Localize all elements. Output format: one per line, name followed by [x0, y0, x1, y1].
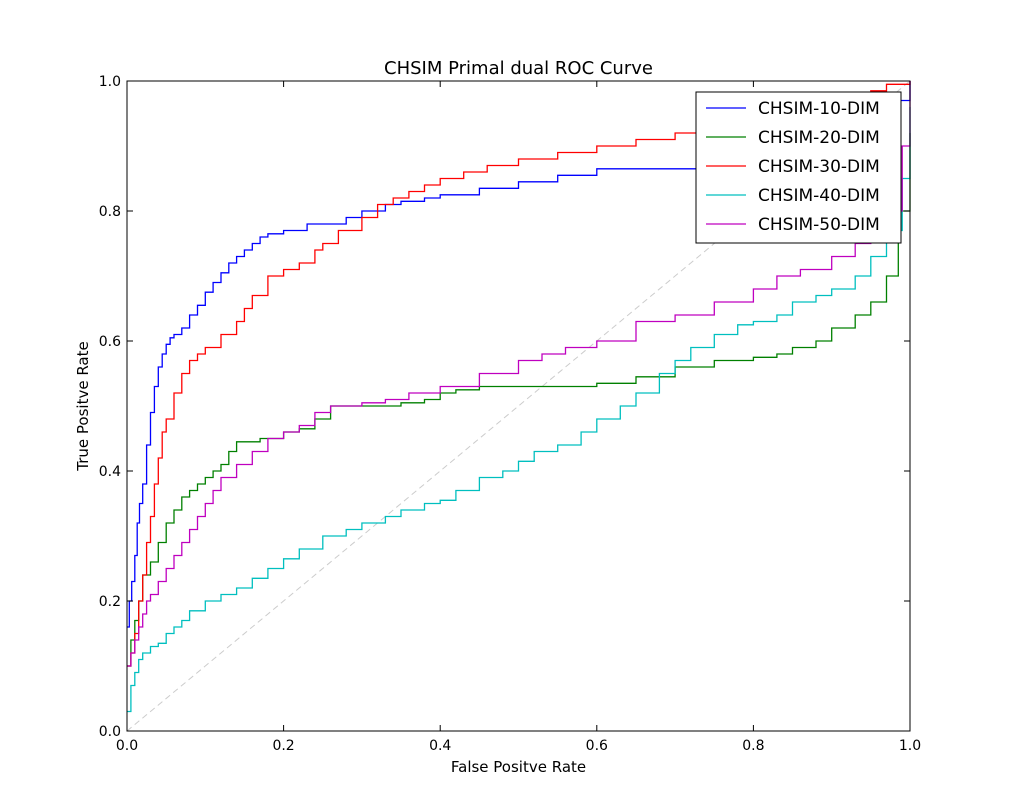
x-tick-label: 0.2 — [272, 738, 294, 754]
legend-label: CHSIM-40-DIM — [758, 186, 880, 206]
series-line-chsim-10-dim — [127, 81, 911, 628]
legend-label: CHSIM-20-DIM — [758, 128, 880, 148]
x-axis-label: False Positve Rate — [451, 758, 586, 776]
legend-label: CHSIM-10-DIM — [758, 99, 880, 119]
series-line-chsim-40-dim — [127, 107, 911, 713]
y-tick-label: 1.0 — [99, 74, 121, 90]
legend: CHSIM-10-DIM CHSIM-20-DIM CHSIM-30-DIM CHSI… — [695, 91, 902, 244]
y-tick-label: 0.8 — [99, 204, 121, 220]
x-tick-label: 0.0 — [116, 738, 138, 754]
legend-label: CHSIM-30-DIM — [758, 157, 880, 177]
y-tick-label: 0.0 — [99, 724, 121, 740]
x-tick-label: 0.8 — [742, 738, 764, 754]
series-line-chsim-20-dim — [127, 133, 911, 667]
legend-box — [695, 91, 902, 244]
y-axis-label: True Positve Rate — [74, 341, 92, 471]
tick-layer: 0.0 0.2 0.4 0.6 0.8 1.0 0.0 0.2 0.4 0.6 0.8 1.0 — [99, 74, 921, 754]
x-tick-label: 1.0 — [899, 738, 921, 754]
series-line-chsim-50-dim — [127, 81, 911, 667]
x-tick-label: 0.4 — [429, 738, 451, 754]
x-tick-label: 0.6 — [586, 738, 608, 754]
y-tick-label: 0.6 — [99, 334, 121, 350]
y-tick-label: 0.2 — [99, 594, 121, 610]
plot-frame — [126, 80, 911, 732]
legend-label: CHSIM-50-DIM — [758, 215, 880, 235]
chart-title: CHSIM Primal dual ROC Curve — [384, 58, 653, 79]
y-tick-label: 0.4 — [99, 464, 121, 480]
series-layer — [127, 81, 911, 713]
